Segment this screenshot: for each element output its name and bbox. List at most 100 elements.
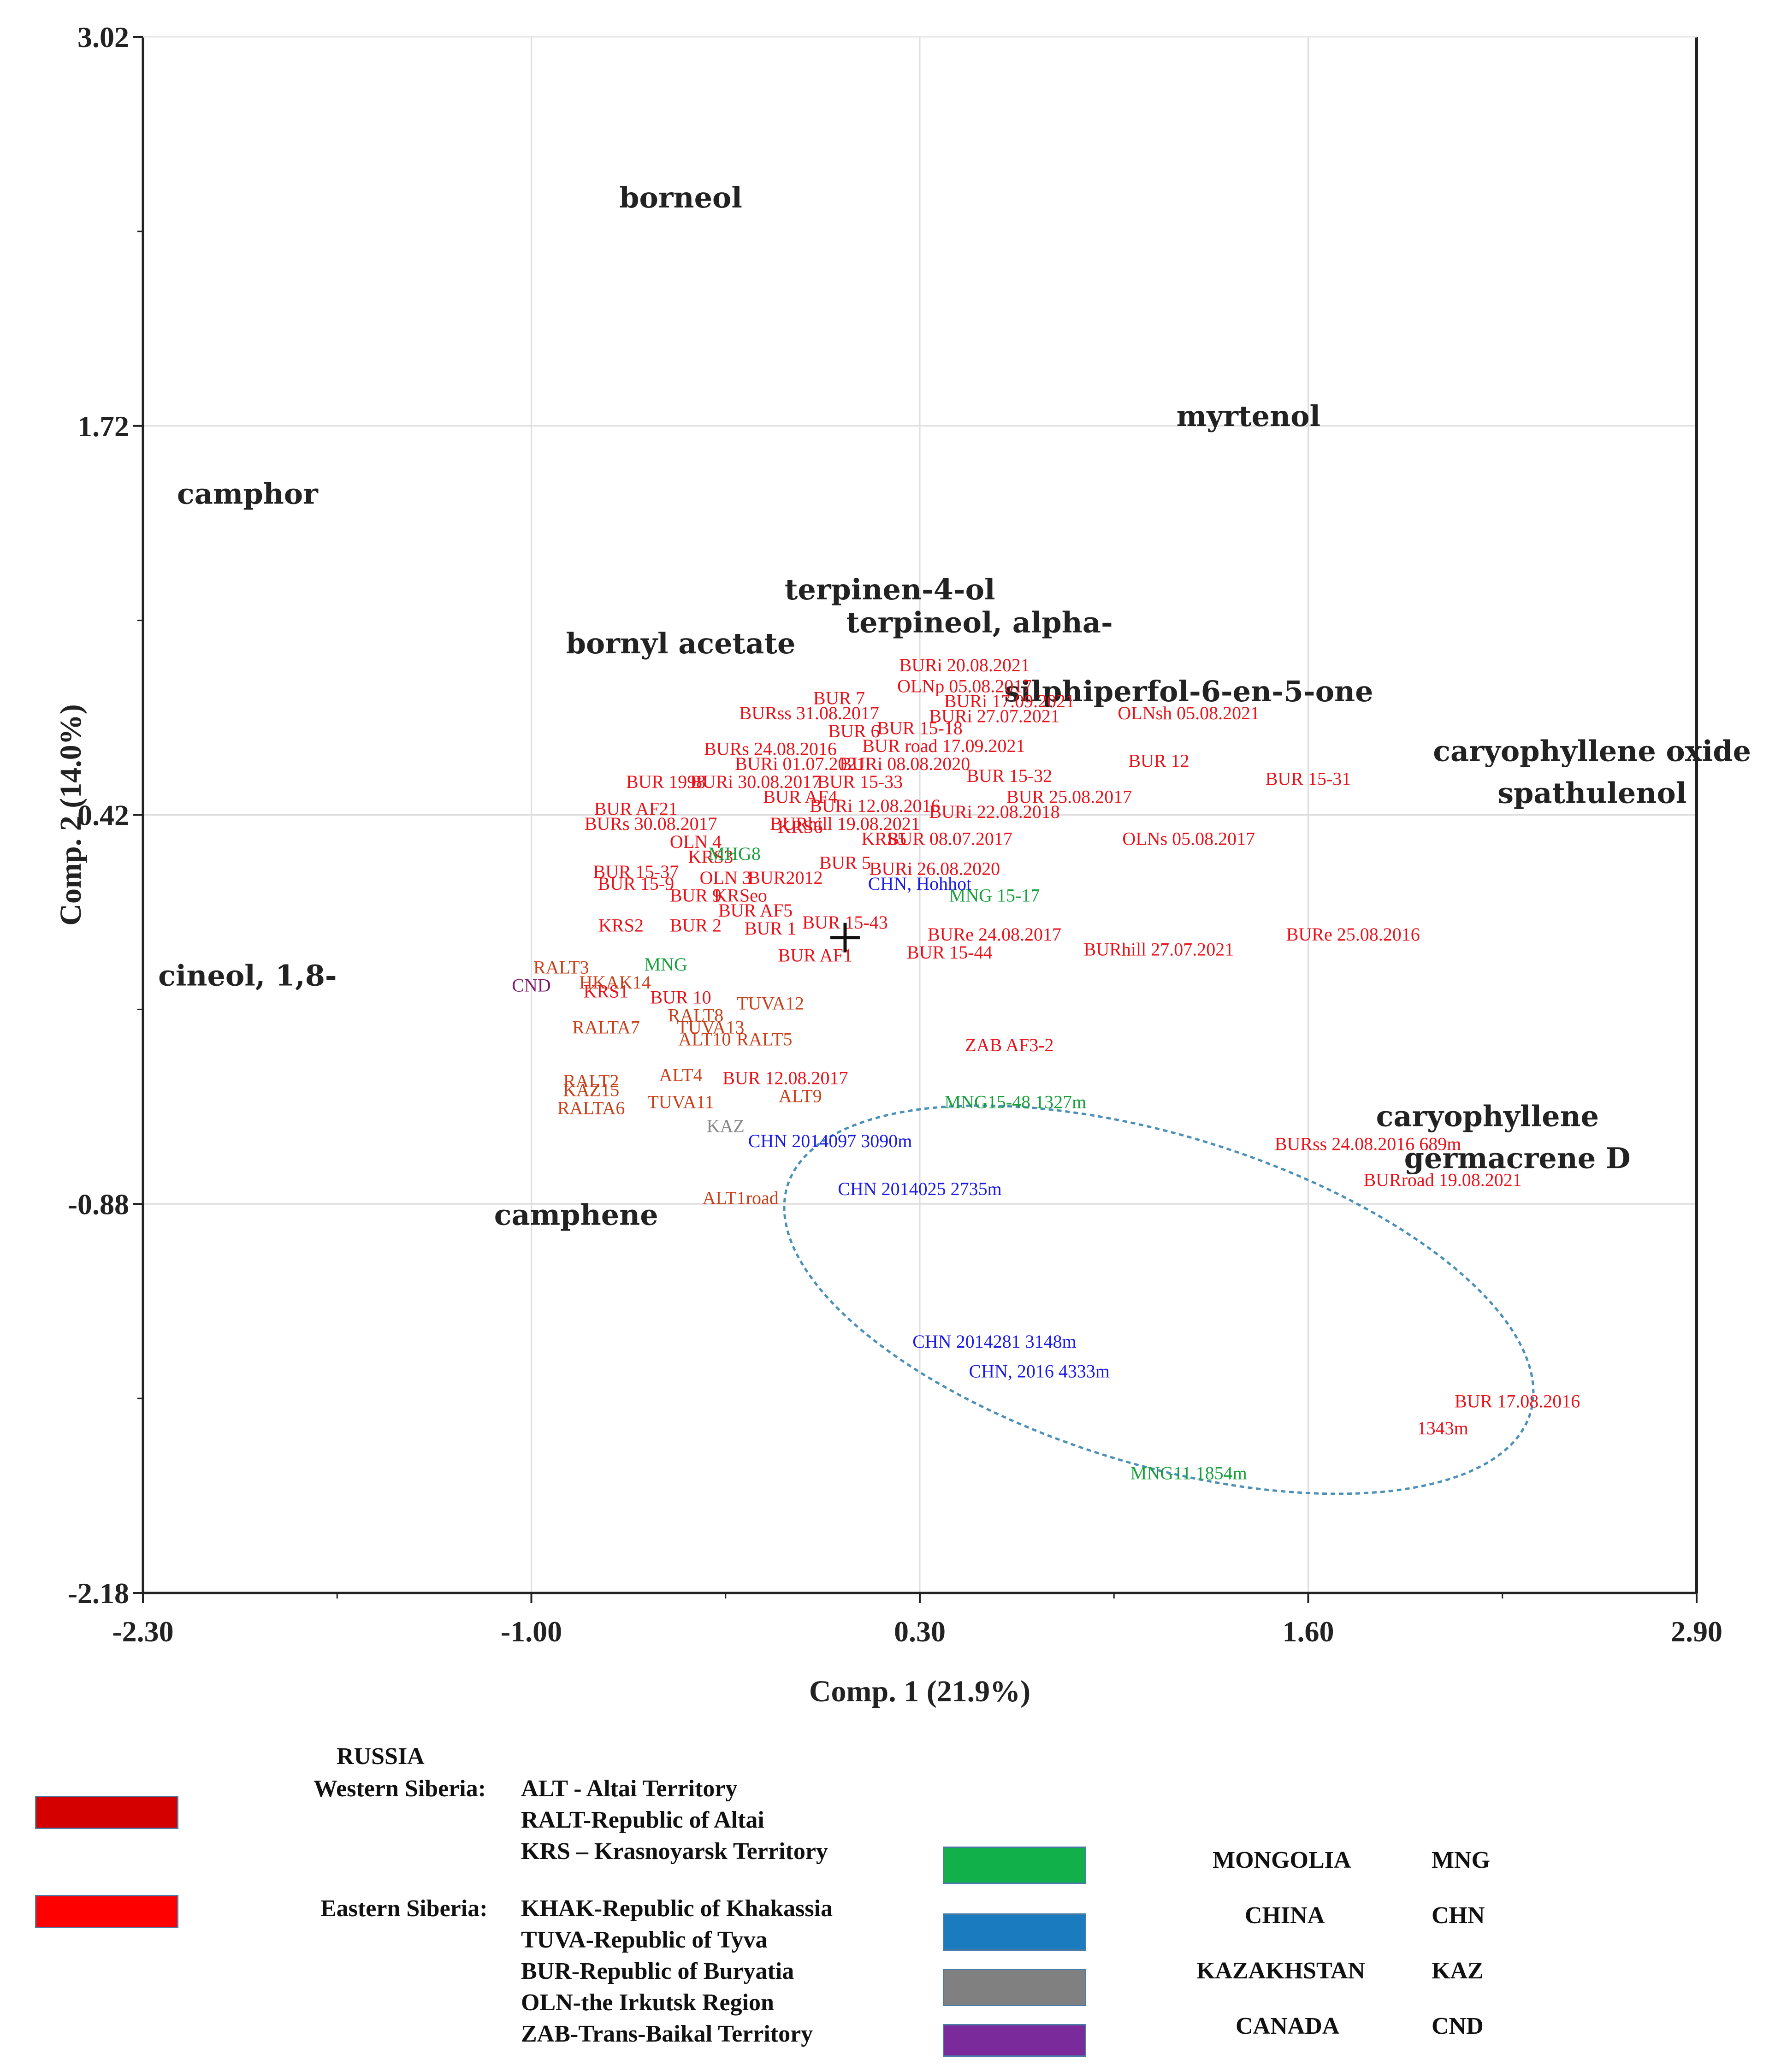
observation-label: BUR 15-32 bbox=[967, 765, 1053, 786]
variable-label: terpineol, alpha- bbox=[846, 606, 1112, 639]
legend-country-code: CND bbox=[1432, 2013, 1484, 2039]
legend-eastern-item: ZAB-Trans-Baikal Territory bbox=[521, 2021, 813, 2047]
legend-western-label: Western Siberia: bbox=[314, 1776, 486, 1802]
observation-label: KRS3 bbox=[688, 846, 733, 867]
variable-label: germacrene D bbox=[1404, 1141, 1631, 1175]
y-axis-label: Comp. 2 (14.0%) bbox=[54, 704, 88, 925]
observation-label: BURi 20.08.2021 bbox=[899, 655, 1030, 675]
observation-label: RALT8 bbox=[668, 1005, 724, 1025]
y-tick-label: 0.42 bbox=[77, 799, 129, 832]
observation-label: BUR 10 bbox=[650, 987, 711, 1007]
legend-swatch-western bbox=[35, 1796, 178, 1829]
observation-label: BURe 24.08.2017 bbox=[928, 924, 1061, 945]
legend-country-name: KAZAKHSTAN bbox=[1196, 1958, 1365, 1984]
observation-label: OLN 3 bbox=[700, 867, 751, 888]
legend-eastern-item: TUVA-Republic of Tyva bbox=[521, 1927, 768, 1953]
observation-label: BUR 12 bbox=[1128, 751, 1189, 771]
observation-label: MNG15-48 1327m bbox=[944, 1092, 1086, 1113]
observation-label: BURi 30.08.2017 bbox=[690, 771, 821, 792]
observation-label: RALTA6 bbox=[557, 1098, 625, 1119]
variable-labels: borneol myrtenol camphor terpinen-4-olterpi… bbox=[158, 181, 1751, 1232]
observation-label: BUR 5 bbox=[819, 852, 871, 873]
y-tick-label: -0.88 bbox=[68, 1188, 129, 1220]
axis-ticks: -2.30 -1.00 0.30 1.60 2.90 3.02 1.72 0.42 -0.88 -… bbox=[68, 21, 1722, 1648]
observation-label: BUR 08.07.2017 bbox=[887, 828, 1012, 849]
y-tick-label: 1.72 bbox=[77, 410, 129, 443]
observation-label: KRS2 bbox=[598, 915, 644, 936]
observation-label: CHN 2014025 2735m bbox=[838, 1178, 1002, 1199]
observation-label: RALT3 bbox=[533, 957, 589, 977]
observation-label: CHN 2014097 3090m bbox=[748, 1131, 912, 1151]
x-tick-label: -1.00 bbox=[501, 1615, 562, 1648]
observation-label: BUR 15-9 bbox=[598, 873, 675, 894]
observation-label: RALTA7 bbox=[572, 1017, 639, 1037]
observation-label: KAZ bbox=[707, 1115, 745, 1136]
observation-label: BUR 1 bbox=[745, 918, 796, 939]
observation-label: KRSeo bbox=[714, 885, 767, 906]
variable-label: terpinen-4-ol bbox=[785, 573, 995, 606]
y-tick-label: -2.18 bbox=[68, 1577, 129, 1610]
observation-label: TUVA11 bbox=[647, 1092, 714, 1113]
observation-label: BURe 25.08.2016 bbox=[1286, 924, 1420, 945]
observation-label: BUR 12.08.2017 bbox=[722, 1068, 848, 1089]
legend-country-code: KAZ bbox=[1432, 1958, 1484, 1984]
variable-label: silphiperfol-6-en-5-one bbox=[1004, 675, 1373, 708]
observation-label: BUR 7 bbox=[813, 687, 865, 708]
observation-label: BUR 15-37 bbox=[593, 861, 679, 882]
x-tick-label: 1.60 bbox=[1283, 1615, 1334, 1648]
legend-western-item: RALT-Republic of Altai bbox=[521, 1807, 764, 1833]
observation-label: BURi 26.08.2020 bbox=[870, 858, 1000, 879]
observation-label: BUR AF4 bbox=[763, 787, 837, 807]
legend-swatch-mongolia bbox=[943, 1847, 1086, 1884]
observation-label: BURi 08.08.2020 bbox=[840, 753, 970, 774]
observation-label: BURhill 27.07.2021 bbox=[1084, 939, 1234, 960]
observation-label: BUR AF5 bbox=[718, 900, 793, 921]
legend-country-code: MNG bbox=[1432, 1847, 1491, 1873]
observation-label: BUR2012 bbox=[748, 867, 822, 888]
observation-label: MHG8 bbox=[709, 843, 761, 864]
observation-label: BUR 15-44 bbox=[907, 942, 993, 963]
variable-label: borneol bbox=[619, 181, 742, 214]
variable-label: myrtenol bbox=[1177, 399, 1320, 433]
observation-label: KRS5 bbox=[861, 828, 906, 849]
observation-label: ALT10 bbox=[678, 1029, 731, 1049]
observation-label: BURi 12.08.2016 bbox=[810, 795, 940, 816]
legend-country-code: CHN bbox=[1432, 1902, 1485, 1929]
observation-label: CHN, Hohhot bbox=[868, 873, 971, 894]
x-tick-label: 0.30 bbox=[894, 1615, 946, 1648]
observation-label: BUR road 17.09.2021 bbox=[862, 735, 1025, 756]
observation-label: RALT5 bbox=[737, 1029, 793, 1049]
observation-label: KAZ15 bbox=[563, 1080, 619, 1101]
observation-label: MNG11 1854m bbox=[1130, 1462, 1247, 1483]
observation-label: BURss 31.08.2017 bbox=[740, 703, 879, 723]
legend-swatch-kazakhstan bbox=[943, 1969, 1086, 2006]
legend-country-name: CHINA bbox=[1245, 1902, 1325, 1929]
observation-label: BURi 17.09.2021 bbox=[944, 691, 1075, 711]
legend-swatch-china bbox=[943, 1913, 1086, 1951]
observation-label: BUR 2 bbox=[670, 915, 722, 936]
legend-swatch-eastern bbox=[35, 1895, 178, 1928]
observation-label: CHN 2014281 3148m bbox=[912, 1331, 1077, 1352]
variable-label: caryophyllene oxide bbox=[1433, 734, 1751, 768]
observation-label: 1343m bbox=[1417, 1418, 1468, 1439]
legend-western-item: KRS – Krasnoyarsk Territory bbox=[521, 1838, 828, 1865]
observation-label: BUR 17.08.2016 bbox=[1455, 1391, 1580, 1412]
observation-label: MNG 15-17 bbox=[949, 885, 1040, 906]
observation-label: KRS6 bbox=[778, 816, 823, 837]
observation-label: KRS1 bbox=[584, 981, 629, 1001]
legend-country-name: CANADA bbox=[1236, 2013, 1340, 2039]
observation-label: TUVA13 bbox=[677, 1017, 744, 1037]
variable-label: bornyl acetate bbox=[566, 627, 796, 660]
observation-label: BUR 15-31 bbox=[1266, 769, 1351, 789]
observation-label: ALT9 bbox=[779, 1086, 822, 1107]
legend-western-item: ALT - Altai Territory bbox=[521, 1776, 738, 1802]
variable-label: spathulenol bbox=[1497, 776, 1686, 810]
observation-label: BURss 24.08.2016 689m bbox=[1275, 1133, 1461, 1154]
y-tick-label: 3.02 bbox=[77, 21, 129, 53]
observation-label: ALT1road bbox=[703, 1187, 779, 1208]
observation-label: BUR 25.08.2017 bbox=[1006, 787, 1132, 807]
observation-label: BUR 6 bbox=[828, 721, 880, 741]
biplot-chart: -2.30 -1.00 0.30 1.60 2.90 3.02 1.72 0.42 -0.88 -… bbox=[54, 21, 1751, 1708]
observation-label: BURi 27.07.2021 bbox=[929, 705, 1059, 726]
